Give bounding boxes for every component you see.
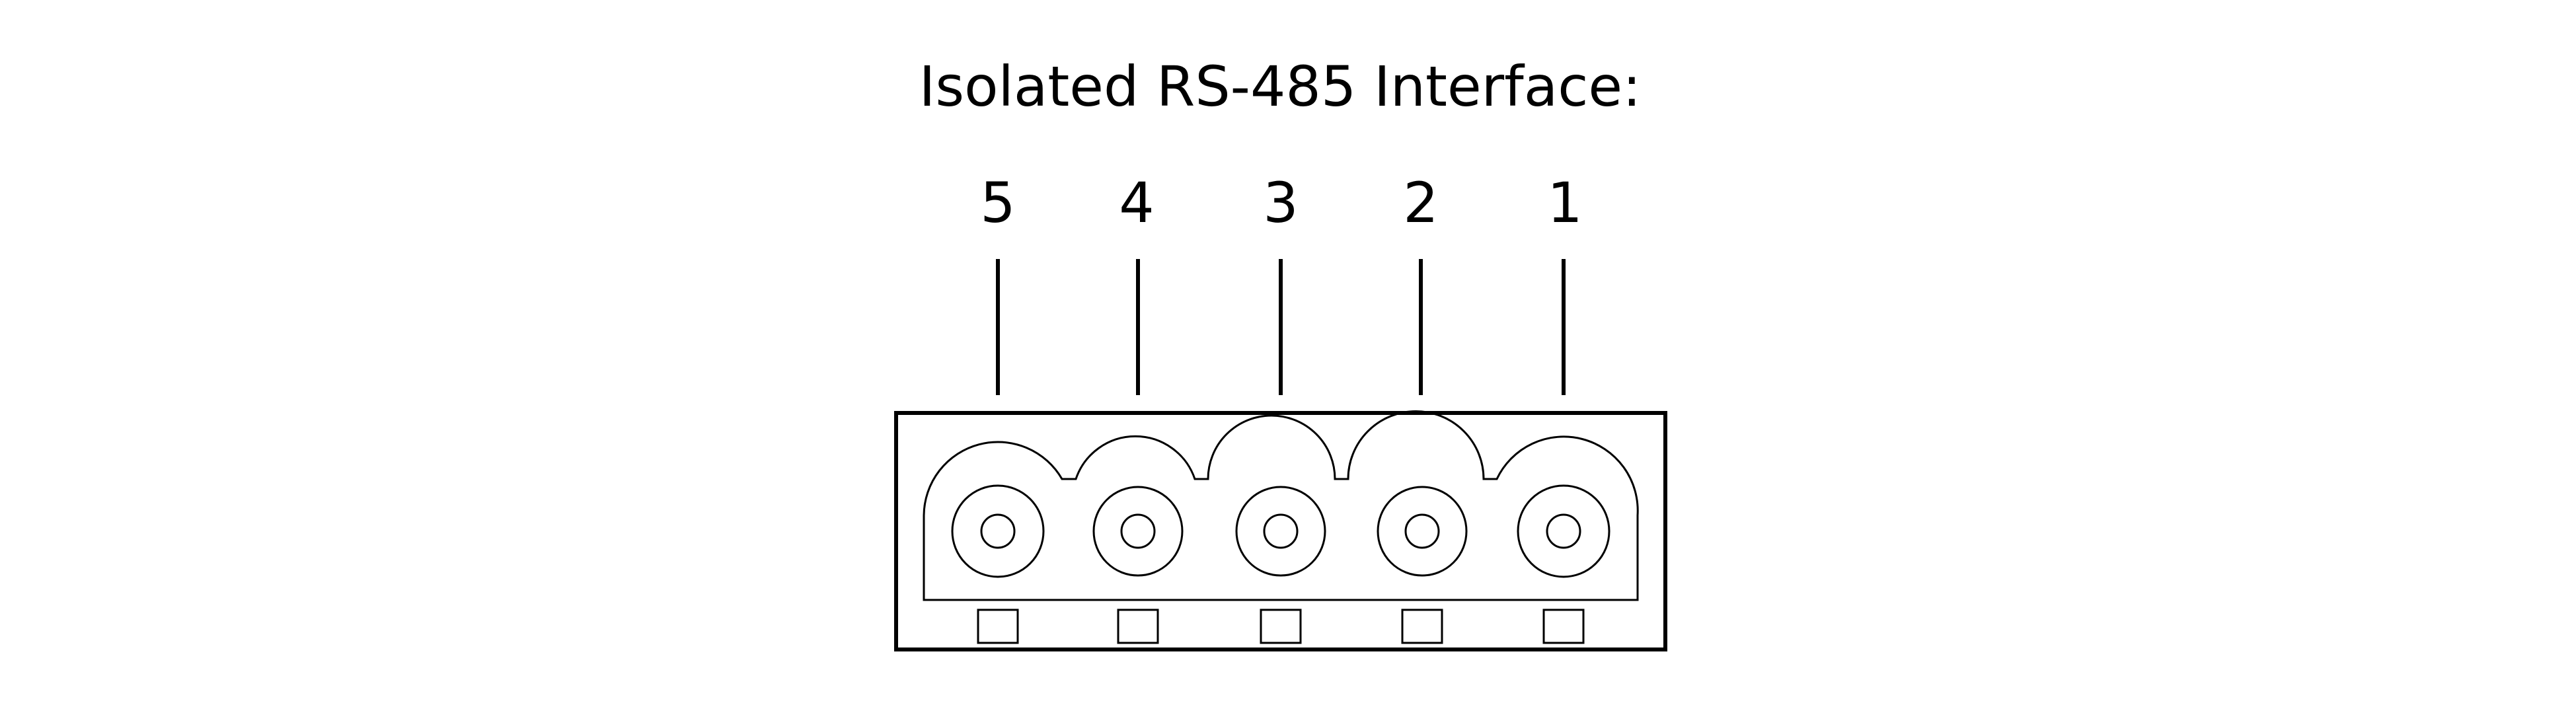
terminal-2-outer-ring <box>1377 486 1468 577</box>
pin-number-4: 4 <box>1119 170 1154 235</box>
terminal-4-screw <box>1120 513 1156 549</box>
release-tabs <box>977 609 1585 644</box>
terminal-1-outer-ring <box>1517 484 1610 578</box>
terminal-1 <box>1517 484 1610 578</box>
release-tab-2 <box>1401 609 1443 644</box>
release-tab-4 <box>1117 609 1159 644</box>
pin-number-5: 5 <box>980 170 1015 235</box>
release-tab-5 <box>977 609 1019 644</box>
terminal-5 <box>951 484 1045 578</box>
release-tab-1 <box>1542 609 1585 644</box>
terminal-2-screw <box>1404 513 1440 549</box>
terminal-5-screw <box>980 513 1016 549</box>
terminal-profile <box>923 410 1639 601</box>
terminal-screws <box>951 484 1610 578</box>
terminal-4-outer-ring <box>1092 486 1184 577</box>
terminal-4 <box>1092 486 1184 577</box>
terminal-3 <box>1235 486 1326 577</box>
diagram-title: Isolated RS-485 Interface: <box>919 54 1642 119</box>
terminal-1-screw <box>1546 513 1581 549</box>
terminal-3-outer-ring <box>1235 486 1326 577</box>
connector-housing <box>894 411 1667 651</box>
pin-numbers: 5 4 3 2 1 <box>980 170 1582 235</box>
pin-leader-lines <box>996 259 1566 395</box>
terminal-2 <box>1377 486 1468 577</box>
terminal-5-outer-ring <box>951 484 1045 578</box>
terminal-3-screw <box>1263 513 1299 549</box>
pin-number-1: 1 <box>1547 170 1582 235</box>
pin-number-2: 2 <box>1403 170 1438 235</box>
release-tab-3 <box>1260 609 1302 644</box>
pin-number-3: 3 <box>1263 170 1298 235</box>
